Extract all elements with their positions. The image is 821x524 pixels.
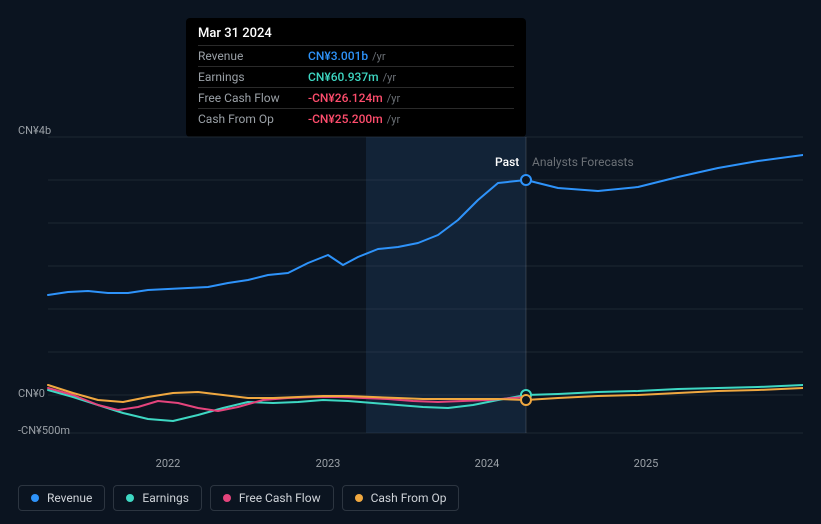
chart-legend: Revenue Earnings Free Cash Flow Cash From O… [18,485,459,511]
legend-dot-icon [223,494,231,502]
legend-item[interactable]: Revenue [18,485,105,511]
x-axis-label: 2024 [475,457,500,470]
tooltip-row-value: -CN¥26.124m [308,91,383,105]
x-axis-label: 2022 [156,457,181,470]
tooltip-date: Mar 31 2024 [198,26,514,41]
legend-label: Free Cash Flow [239,491,321,505]
tooltip-row-unit: /yr [372,50,385,63]
tooltip-row: RevenueCN¥3.001b/yr [198,45,514,66]
legend-label: Earnings [142,491,189,505]
tooltip-row-value: CN¥60.937m [308,70,379,84]
tooltip-row: EarningsCN¥60.937m/yr [198,66,514,87]
x-axis-label: 2025 [634,457,659,470]
legend-dot-icon [31,494,39,502]
tooltip-row-unit: /yr [387,113,400,126]
x-axis-label: 2023 [316,457,341,470]
legend-dot-icon [126,494,134,502]
y-axis-label: CN¥4b [18,124,51,137]
tooltip-row-label: Cash From Op [198,112,308,126]
tooltip-row-value: -CN¥25.200m [308,112,383,126]
tooltip-row-value: CN¥3.001b [308,49,368,63]
line-chart-svg [18,125,803,455]
tooltip-row-label: Earnings [198,70,308,84]
chart-tooltip: Mar 31 2024 RevenueCN¥3.001b/yrEarningsC… [186,18,526,137]
tooltip-row: Free Cash Flow-CN¥26.124m/yr [198,87,514,108]
legend-label: Revenue [47,491,92,505]
past-region-label: Past [495,155,519,169]
legend-dot-icon [355,494,363,502]
y-axis-label: CN¥0 [18,387,45,400]
legend-item[interactable]: Free Cash Flow [210,485,334,511]
legend-label: Cash From Op [371,491,447,505]
tooltip-row-unit: /yr [387,92,400,105]
tooltip-row-label: Free Cash Flow [198,91,308,105]
chart-area: CN¥4bCN¥0-CN¥500m 2022202320242025 Past … [18,125,803,475]
legend-item[interactable]: Earnings [113,485,202,511]
forecast-region-label: Analysts Forecasts [532,155,634,169]
legend-item[interactable]: Cash From Op [342,485,460,511]
tooltip-row-label: Revenue [198,49,308,63]
tooltip-row-unit: /yr [383,71,396,84]
y-axis-label: -CN¥500m [18,424,70,437]
